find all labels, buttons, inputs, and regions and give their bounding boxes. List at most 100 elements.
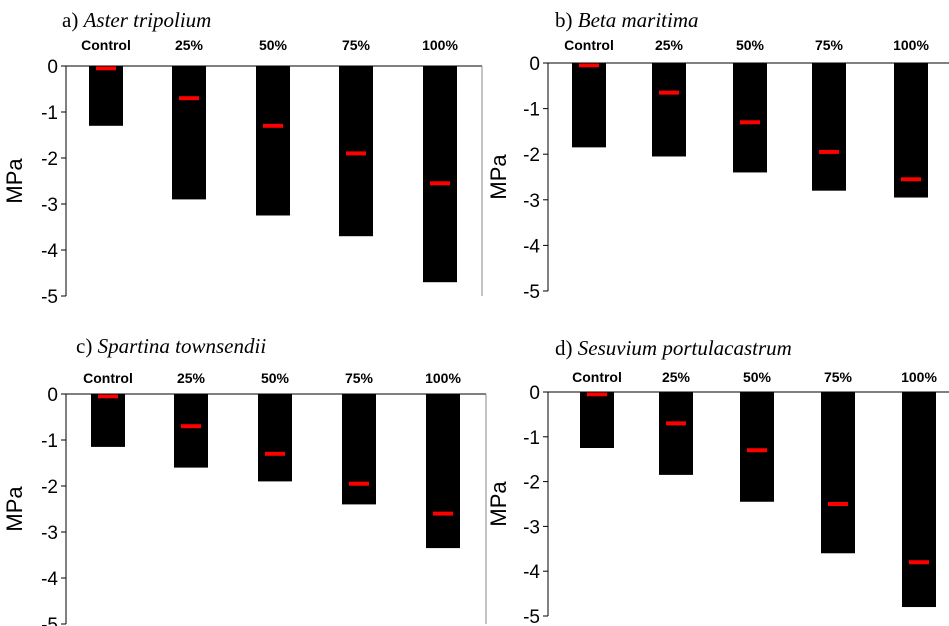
panel-d-ytick-label-3: -3 — [523, 517, 540, 538]
panel-c-ytick-label-0: 0 — [47, 385, 58, 406]
panel-c-bar-0 — [91, 394, 125, 447]
panel-c-marker-3 — [349, 481, 369, 486]
panel-d-ytick-label-5: -5 — [523, 607, 540, 626]
panel-d-marker-1 — [666, 421, 686, 426]
panel-a-category-0: Control — [81, 37, 131, 53]
panel-b-marker-0 — [579, 63, 599, 68]
panel-a-category-4: 100% — [422, 37, 458, 53]
panel-a-marker-4 — [430, 181, 450, 186]
panel-b-category-1: 25% — [655, 37, 684, 53]
panel-d-letter: d) — [555, 336, 573, 360]
panel-c-title: c) Spartina townsendii — [76, 334, 266, 359]
panel-a-ytick-label-3: -3 — [41, 195, 58, 216]
panel-b-marker-1 — [659, 90, 679, 95]
panel-b-species: Beta maritima — [577, 8, 699, 32]
panel-a-title: a) Aster tripolium — [62, 8, 211, 33]
panel-c-category-0: Control — [83, 370, 133, 386]
panel-b-ytick-label-1: -1 — [523, 100, 540, 121]
panel-b-bar-3 — [812, 63, 846, 191]
panel-d-marker-0 — [587, 392, 607, 397]
panel-d-bar-1 — [659, 392, 693, 475]
panel-b-category-4: 100% — [893, 37, 929, 53]
panel-c-marker-1 — [181, 424, 201, 429]
panel-c-ytick-label-5: -5 — [41, 615, 58, 626]
panel-a-marker-2 — [263, 123, 283, 128]
panel-a-marker-1 — [179, 96, 199, 101]
panel-a-bar-3 — [339, 66, 373, 237]
panel-d-category-4: 100% — [901, 369, 937, 385]
panel-d-bar-2 — [740, 392, 774, 502]
panel-a-bar-4 — [423, 66, 457, 283]
panel-d-marker-4 — [909, 560, 929, 565]
panel-a-ytick-label-5: -5 — [41, 287, 58, 308]
panel-a-category-2: 50% — [259, 37, 288, 53]
panel-b-ytick-label-5: -5 — [523, 282, 540, 303]
panel-a-bar-0 — [89, 66, 123, 126]
panel-c-bar-2 — [258, 394, 292, 482]
panel-a-bar-2 — [256, 66, 290, 216]
panel-b-category-3: 75% — [815, 37, 844, 53]
panel-b-bar-0 — [572, 63, 606, 148]
panel-c-marker-2 — [265, 451, 285, 456]
panel-a-category-1: 25% — [175, 37, 204, 53]
panel-d-category-1: 25% — [662, 369, 691, 385]
panel-a-bar-1 — [172, 66, 206, 200]
panel-d-title: d) Sesuvium portulacastrum — [555, 336, 792, 361]
panel-c-category-4: 100% — [425, 370, 461, 386]
panel-c-bar-3 — [342, 394, 376, 505]
panel-d-ytick-label-2: -2 — [523, 473, 540, 494]
panel-b-bar-1 — [652, 63, 686, 157]
panel-b-bar-4 — [894, 63, 928, 198]
panel-a-category-3: 75% — [342, 37, 371, 53]
panel-a-ytick-label-1: -1 — [41, 103, 58, 124]
panel-d-bar-4 — [902, 392, 936, 608]
panel-a-marker-0 — [96, 66, 116, 71]
panel-c-category-2: 50% — [261, 370, 290, 386]
panel-c-ytick-label-1: -1 — [41, 431, 58, 452]
panel-d-category-3: 75% — [824, 369, 853, 385]
panel-b-ytick-label-2: -2 — [523, 145, 540, 166]
panel-c-species: Spartina townsendii — [97, 334, 267, 358]
panel-c-ytick-label-2: -2 — [41, 477, 58, 498]
panel-b-title: b) Beta maritima — [555, 8, 699, 33]
panel-a-marker-3 — [346, 151, 366, 156]
panel-b-ylabel: MPa — [486, 154, 511, 200]
panel-d-bar-3 — [821, 392, 855, 554]
panel-a-letter: a) — [62, 8, 79, 32]
panel-b-bar-2 — [733, 63, 767, 173]
panel-c-category-1: 25% — [177, 370, 206, 386]
panel-d-marker-2 — [747, 448, 767, 453]
panel-a-ytick-label-4: -4 — [41, 241, 58, 262]
panel-a-ylabel: MPa — [2, 158, 27, 204]
panel-b-letter: b) — [555, 8, 573, 32]
panel-d-ytick-label-1: -1 — [523, 428, 540, 449]
panel-d-ytick-label-4: -4 — [523, 562, 540, 583]
panel-d-category-0: Control — [572, 369, 622, 385]
panel-b-ytick-label-4: -4 — [523, 236, 540, 257]
panel-b-ytick-label-0: 0 — [529, 54, 540, 75]
panel-c-ytick-label-4: -4 — [41, 569, 58, 590]
panel-b-category-2: 50% — [736, 37, 765, 53]
panel-d-ylabel: MPa — [486, 481, 511, 527]
panel-c-ytick-label-3: -3 — [41, 523, 58, 544]
panel-a-species: Aster tripolium — [83, 8, 212, 32]
panel-d-species: Sesuvium portulacastrum — [577, 336, 792, 360]
panel-c-ylabel: MPa — [2, 486, 27, 532]
panel-b-marker-2 — [740, 120, 760, 125]
panel-b-marker-3 — [819, 149, 839, 154]
panel-d-bar-0 — [580, 392, 614, 448]
panel-c-marker-4 — [433, 511, 453, 516]
panel-b-category-0: Control — [564, 37, 614, 53]
panel-b-marker-4 — [901, 177, 921, 182]
panel-c-marker-0 — [98, 394, 118, 399]
panel-a-ytick-label-0: 0 — [47, 57, 58, 78]
panel-c-letter: c) — [76, 334, 93, 358]
panel-c-bar-4 — [426, 394, 460, 549]
panel-c-category-3: 75% — [345, 370, 374, 386]
panel-c-bar-1 — [174, 394, 208, 468]
panel-d-marker-3 — [828, 502, 848, 506]
panel-d-ytick-label-0: 0 — [529, 383, 540, 404]
panel-a-ytick-label-2: -2 — [41, 149, 58, 170]
